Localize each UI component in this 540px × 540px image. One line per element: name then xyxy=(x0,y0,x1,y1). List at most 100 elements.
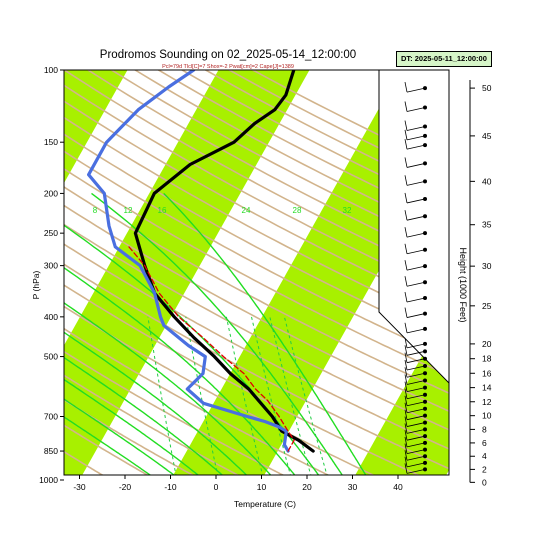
dry-adiabat-line xyxy=(64,133,449,343)
wind-barb-flag xyxy=(404,129,408,140)
height-tick-label: 40 xyxy=(482,176,492,186)
height-tick-label: 35 xyxy=(482,220,492,230)
wind-barb-flag xyxy=(404,345,408,356)
y-tick-label: 300 xyxy=(44,261,58,271)
chart-title: Prodromos Sounding on 02_2025-05-14_12:0… xyxy=(100,49,356,61)
wind-barb-staff xyxy=(406,343,426,349)
dry-adiabat-line xyxy=(64,223,449,431)
y-tick-label: 250 xyxy=(44,228,58,238)
wind-barb-flag xyxy=(404,374,408,385)
height-tick-label: 6 xyxy=(482,438,487,448)
axes: -30 -20 -10 0 10 20 30 401001502002503004005007… xyxy=(39,65,492,492)
wind-barb-flag xyxy=(404,381,408,392)
wind-barb-flag xyxy=(404,430,408,441)
wind-barb-staff xyxy=(406,87,426,93)
wind-barb-staff xyxy=(406,387,426,393)
wind-barb-staff xyxy=(406,350,426,356)
plot-frame xyxy=(63,69,450,476)
height-tick-label: 30 xyxy=(482,261,492,271)
x-tick-label: 0 xyxy=(214,482,219,492)
dry-adiabat-line xyxy=(64,100,449,311)
mixing-ratio-line xyxy=(269,316,312,475)
height-tick-label: 16 xyxy=(482,368,492,378)
wind-barb-staff xyxy=(406,313,426,318)
y-tick-label: 150 xyxy=(44,137,58,147)
dry-adiabat-line xyxy=(64,374,240,475)
dry-adiabat-line xyxy=(64,284,421,475)
height-tick-label: 50 xyxy=(482,83,492,93)
height-tick-label: 8 xyxy=(482,424,487,434)
x-axis-label: Temperature (C) xyxy=(234,499,296,509)
height-tick-label: 25 xyxy=(482,301,492,311)
wind-barb-staff xyxy=(406,328,426,334)
sounding-series xyxy=(87,70,315,453)
wind-barb-staff xyxy=(406,468,426,474)
y-tick-label: 400 xyxy=(44,312,58,322)
moist-adiabat-line xyxy=(64,416,152,475)
wind-barb-staff xyxy=(406,232,426,238)
mixing-ratio-label: 16 xyxy=(158,206,167,215)
wind-barb-staff xyxy=(406,198,426,204)
height-tick-label: 18 xyxy=(482,354,492,364)
wind-barb-flag xyxy=(404,120,408,131)
height-tick-label: 2 xyxy=(482,464,487,474)
wind-barb-staff xyxy=(406,372,426,378)
wind-barb-staff xyxy=(406,429,426,434)
height-tick-label: 4 xyxy=(482,451,487,461)
wind-barb-staff xyxy=(406,455,426,461)
height-tick-label: 0 xyxy=(482,477,487,487)
wind-barb-flag xyxy=(404,82,408,93)
mixing-ratio-line xyxy=(185,316,219,475)
wind-barb-staff xyxy=(406,163,426,168)
dry-adiabat-line xyxy=(64,350,285,475)
wind-barb-flag xyxy=(404,175,408,186)
dry-adiabat-line xyxy=(64,327,330,475)
wind-barb-staff xyxy=(406,297,426,303)
wind-barb-flag xyxy=(404,443,408,454)
moist-adiabat-line xyxy=(64,356,224,475)
wind-barb-staff xyxy=(406,265,426,271)
wind-barb-dot xyxy=(423,124,427,129)
moist-adiabat-line xyxy=(64,331,248,475)
wind-barb-staff xyxy=(406,394,426,400)
x-tick-label: 10 xyxy=(257,482,267,492)
height-tick-label: 20 xyxy=(482,339,492,349)
parcel-line xyxy=(128,246,295,452)
wind-barb-staff xyxy=(406,215,426,221)
height-axis-label: Height (1000 Feet) xyxy=(458,247,468,322)
wind-barb-staff xyxy=(406,442,426,448)
wind-barb-flag xyxy=(404,157,408,168)
chart-subtitle: Pcl=79d Tlcl[C]=7 Shox=-2 Pwat[cm]=2 Cap… xyxy=(162,64,294,70)
wind-barb-staff xyxy=(406,281,426,287)
wind-barb-flag xyxy=(404,243,408,254)
dry-adiabat-line xyxy=(64,263,449,470)
wind-barb-flag xyxy=(404,276,408,287)
wind-barb-flag xyxy=(404,450,408,461)
moist-adiabat-line xyxy=(64,398,176,475)
mixing-ratio-line xyxy=(283,316,328,475)
y-tick-label: 200 xyxy=(44,188,58,198)
valid-time-badge: DT: 2025-05-11_12:00:00 xyxy=(396,51,492,67)
y-axis-label: P (hPa) xyxy=(31,271,41,300)
dewpoint-line xyxy=(87,70,290,453)
wind-barb-flag xyxy=(404,395,408,406)
height-tick-label: 45 xyxy=(482,131,492,141)
wind-barb-staff xyxy=(406,449,426,454)
x-tick-label: 40 xyxy=(393,482,403,492)
mixing-ratio-lines xyxy=(147,316,328,475)
saturation-band xyxy=(64,70,310,475)
dry-adiabat-line xyxy=(0,61,33,489)
wind-barb-staff xyxy=(406,126,426,131)
y-tick-label: 100 xyxy=(44,65,58,75)
wind-barb-flag xyxy=(404,210,408,221)
dry-adiabat-line xyxy=(64,167,449,377)
wind-barb-flag xyxy=(404,260,408,271)
moist-adiabat-line xyxy=(64,266,296,475)
x-tick-label: -10 xyxy=(164,482,177,492)
height-tick-label: 14 xyxy=(482,383,492,393)
wind-barb-flag xyxy=(404,352,408,363)
wind-barb-staff xyxy=(406,180,426,186)
height-tick-label: 12 xyxy=(482,397,492,407)
wind-barb-staff xyxy=(406,107,426,112)
dry-adiabat-line xyxy=(64,70,449,280)
